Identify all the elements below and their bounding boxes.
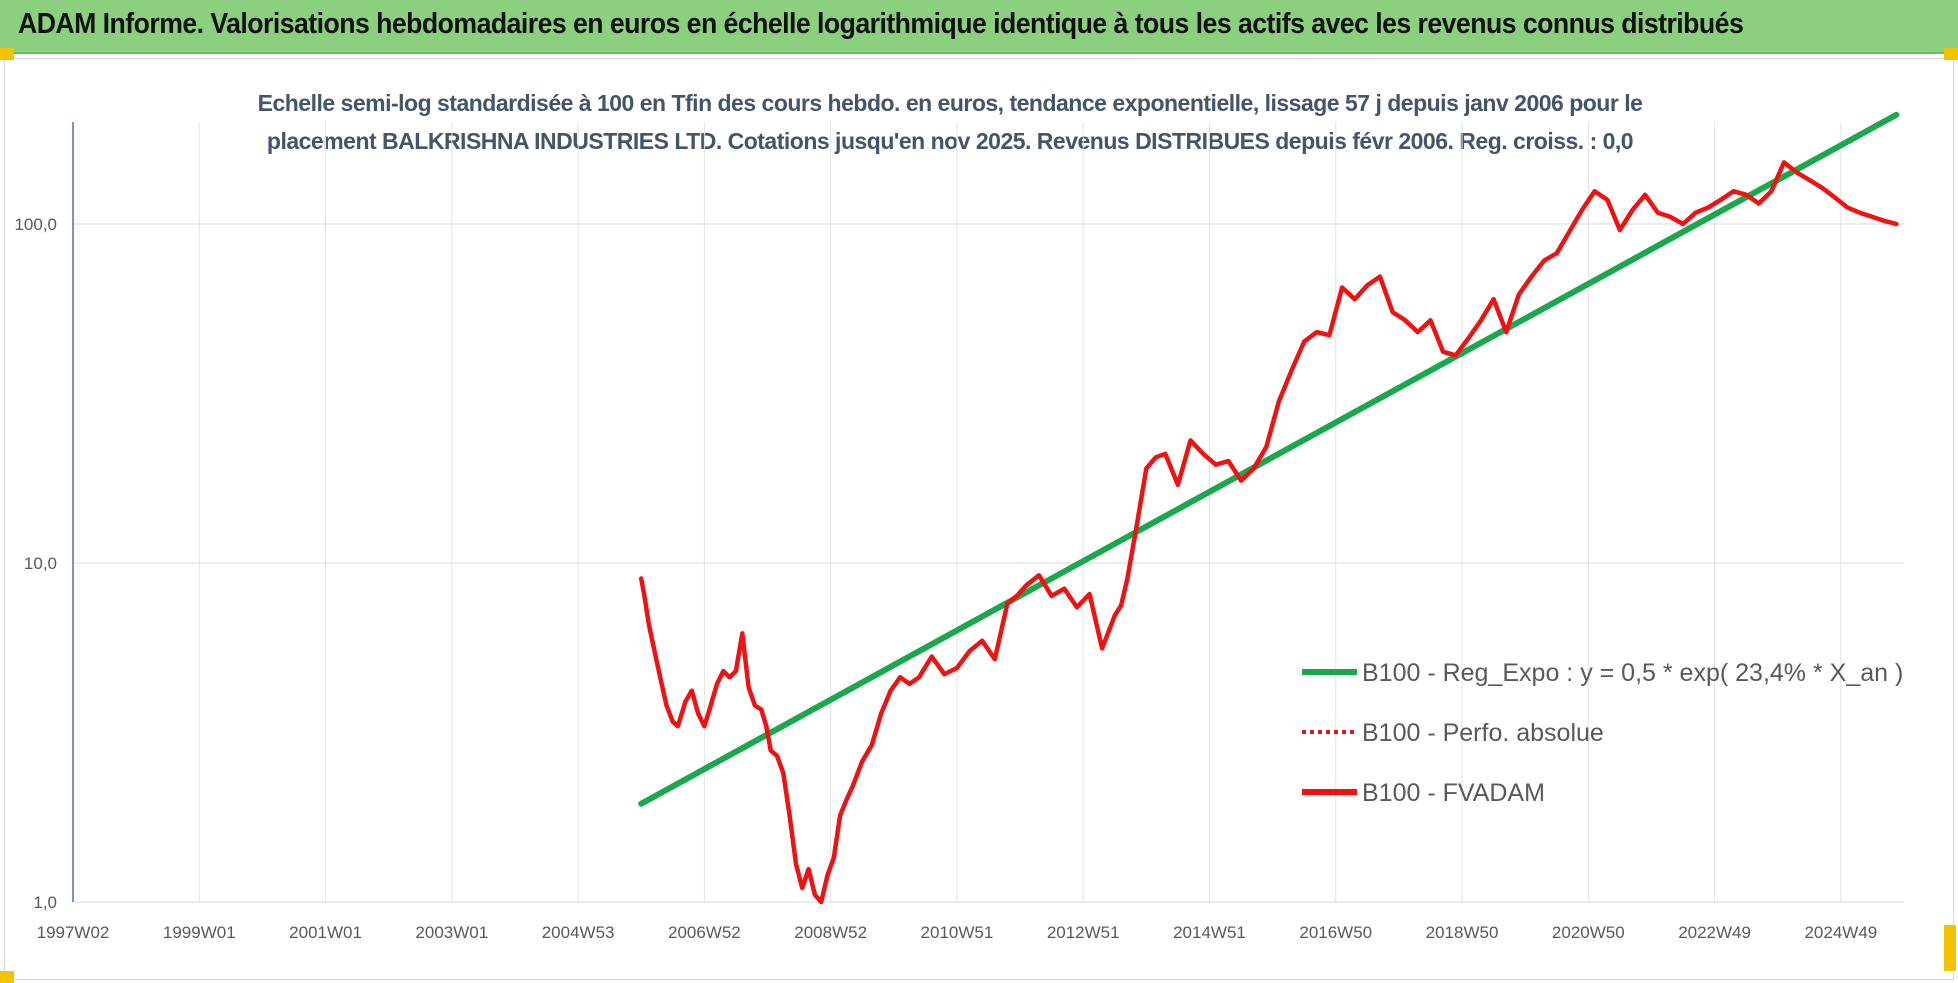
x-tick-label: 2014W51 (1173, 923, 1246, 942)
legend-label-perfo-absolue-line: B100 - Perfo. absolue (1362, 719, 1604, 747)
corner-marker-top-right (1944, 48, 1958, 60)
x-tick-label: 2022W49 (1678, 923, 1751, 942)
page-banner: ADAM Informe. Valorisations hebdomadaire… (0, 0, 1958, 54)
corner-marker-bottom-left (0, 971, 14, 983)
legend-label-regression-line: B100 - Reg_Expo : y = 0,5 * exp( 23,4% *… (1362, 659, 1903, 687)
x-tick-label: 2018W50 (1426, 923, 1499, 942)
x-tick-label: 1999W01 (163, 923, 236, 942)
banner-title: ADAM Informe. Valorisations hebdomadaire… (18, 8, 1744, 40)
x-tick-label: 2020W50 (1552, 923, 1625, 942)
fvadam-line (638, 160, 1899, 905)
x-tick-label: 2012W51 (1047, 923, 1120, 942)
x-tick-label: 2006W52 (668, 923, 741, 942)
x-tick-label: 2016W50 (1299, 923, 1372, 942)
x-tick-label: 2001W01 (289, 923, 362, 942)
y-tick-label: 100,0 (14, 215, 57, 234)
corner-marker-bottom-right (1944, 925, 1956, 971)
x-tick-label: 2010W51 (921, 923, 994, 942)
regression-line (638, 111, 1900, 807)
x-tick-label: 1997W02 (37, 923, 110, 942)
x-tick-label: 2008W52 (794, 923, 867, 942)
x-tick-label: 2024W49 (1804, 923, 1877, 942)
y-tick-label: 1,0 (33, 893, 57, 912)
x-tick-label: 2004W53 (542, 923, 615, 942)
chart-frame (4, 58, 1954, 980)
x-tick-label: 2003W01 (415, 923, 488, 942)
chart-title: Echelle semi-log standardisée à 100 en T… (230, 84, 1670, 160)
y-tick-label: 10,0 (24, 554, 57, 573)
chart-title-line-1: Echelle semi-log standardisée à 100 en T… (257, 90, 1643, 116)
legend-label-fvadam-line: B100 - FVADAM (1362, 779, 1545, 807)
corner-marker-top-left (0, 48, 14, 60)
chart-title-line-2: placement BALKRISHNA INDUSTRIES LTD. Cot… (266, 128, 1634, 154)
